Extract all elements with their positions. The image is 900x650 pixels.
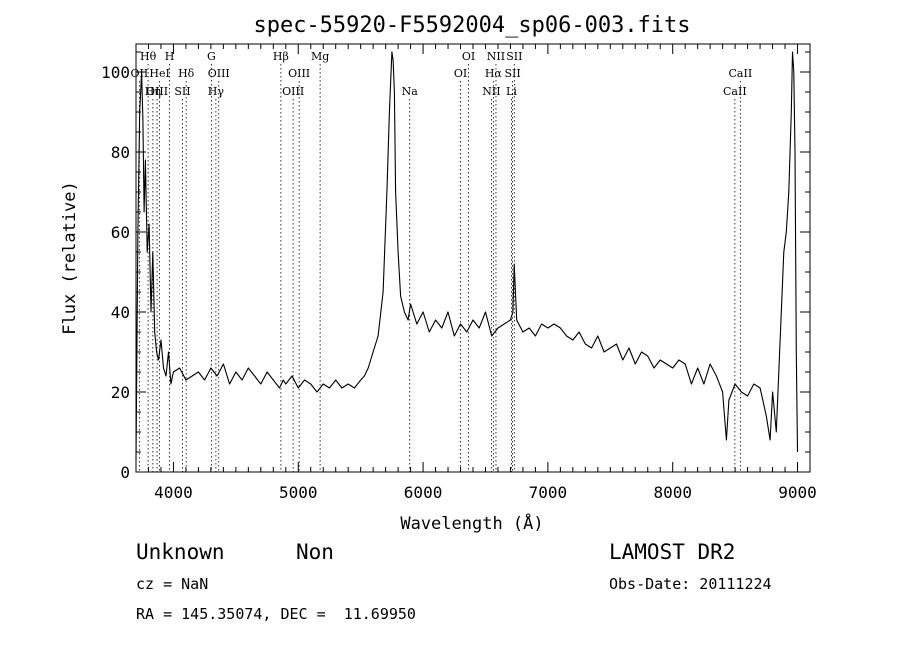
marker-label-0: Hθ [140, 50, 157, 63]
x-tick-label-8000: 8000 [653, 483, 692, 502]
y-tick-label-0: 0 [120, 463, 130, 482]
marker-label-12: OIII [288, 67, 310, 80]
marker-label-5: H [165, 50, 175, 63]
marker-label-7: SII [174, 85, 190, 98]
x-axis-label: Wavelength (Å) [400, 512, 543, 534]
marker-label-3: Hη [145, 85, 161, 98]
marker-label-24: CaII [729, 67, 753, 80]
marker-label-22: NII [482, 85, 500, 98]
y-tick-label-60: 60 [111, 223, 130, 242]
y-tick-label-20: 20 [111, 383, 130, 402]
marker-label-8: G [207, 50, 216, 63]
redshift-cz: cz = NaN [136, 575, 209, 593]
marker-label-10: Hγ [208, 85, 225, 98]
obs-date: Obs-Date: 20111224 [609, 575, 772, 593]
x-tick-label-5000: 5000 [279, 483, 318, 502]
marker-label-17: OI [454, 67, 467, 80]
marker-label-9: OIII [208, 67, 230, 80]
x-tick-label-6000: 6000 [404, 483, 443, 502]
x-tick-label-9000: 9000 [778, 483, 817, 502]
marker-label-11: Hβ [273, 50, 289, 63]
marker-label-23: Li [506, 85, 517, 98]
y-tick-label-100: 100 [101, 63, 130, 82]
object-subclass: Non [296, 540, 334, 564]
marker-label-20: Hα [485, 67, 503, 80]
marker-label-4: OIII [146, 85, 168, 98]
marker-label-14: Mg [311, 50, 329, 63]
y-tick-label-40: 40 [111, 303, 130, 322]
marker-label-21: SII [504, 67, 520, 80]
marker-label-13: OIII [282, 85, 304, 98]
chart-title: spec-55920-F5592004_sp06-003.fits [253, 13, 690, 38]
object-class: Unknown [136, 540, 225, 564]
axes: 4000 5000 6000 7000 8000 9000 0 20 40 60 80 100 [101, 44, 817, 502]
x-tick-label-4000: 4000 [154, 483, 193, 502]
marker-label-19: SII [506, 50, 522, 63]
marker-label-15: Na [402, 85, 419, 98]
plot-frame [135, 43, 811, 473]
series-line-0 [135, 51, 799, 461]
survey-name: LAMOST DR2 [609, 540, 736, 564]
marker-label-1: OII [131, 67, 149, 80]
marker-label-2: HeI [149, 67, 169, 80]
flux-series [135, 51, 799, 461]
marker-label-6: Hδ [178, 67, 195, 80]
y-tick-label-80: 80 [111, 143, 130, 162]
marker-label-16: OI [462, 50, 475, 63]
marker-label-25: CaII [723, 85, 747, 98]
x-tick-label-7000: 7000 [529, 483, 568, 502]
coordinates: RA = 145.35074, DEC = 11.69950 [136, 605, 416, 623]
y-axis-label: Flux (relative) [60, 181, 80, 335]
marker-label-18: NII [487, 50, 505, 63]
